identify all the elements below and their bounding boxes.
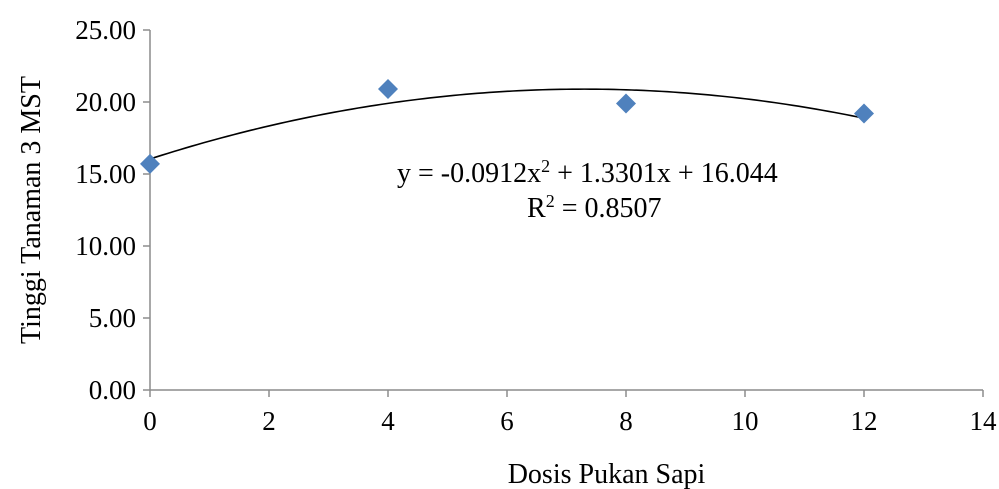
data-point-marker: [616, 93, 636, 114]
y-tick-label: 10.00: [75, 231, 136, 261]
y-axis-title: Tinggi Tanaman 3 MST: [16, 76, 47, 344]
x-tick-label: 8: [619, 406, 633, 436]
r2-rest: = 0.8507: [555, 193, 662, 224]
x-tick-label: 12: [851, 406, 878, 436]
plot-area: 0.00 5.00 10.00 15.00 20.00 25.00 0 2 4 6 8 10 12 14: [75, 15, 997, 436]
equation-main: y = -0.0912x: [397, 158, 541, 189]
x-tick-label: 4: [381, 406, 395, 436]
x-tick-label: 2: [262, 406, 276, 436]
x-tick-label: 0: [143, 406, 157, 436]
y-tick-label: 0.00: [89, 375, 136, 405]
y-tick-label: 20.00: [75, 87, 136, 117]
data-points: [140, 79, 874, 174]
data-point-marker: [140, 153, 160, 174]
data-point-marker: [378, 79, 398, 100]
trendline: [149, 88, 865, 160]
trendline-equation: y = -0.0912x2 + 1.3301x + 16.044: [397, 156, 778, 189]
y-tick-label: 25.00: [75, 15, 136, 45]
x-tick-label: 10: [732, 406, 759, 436]
r-squared-label: R2 = 0.8507: [527, 191, 661, 224]
equation-rest: + 1.3301x + 16.044: [550, 158, 778, 189]
x-axis-title: Dosis Pukan Sapi: [508, 459, 706, 489]
x-tick-label: 6: [500, 406, 514, 436]
r2-main: R: [527, 193, 546, 224]
r2-superscript: 2: [546, 191, 555, 211]
x-ticks: 0 2 4 6 8 10 12 14: [143, 390, 997, 436]
data-point-marker: [854, 103, 874, 124]
y-ticks: 0.00 5.00 10.00 15.00 20.00 25.00: [75, 15, 150, 405]
x-tick-label: 14: [970, 406, 998, 436]
y-tick-label: 15.00: [75, 159, 136, 189]
equation-superscript: 2: [541, 156, 550, 176]
y-tick-label: 5.00: [89, 303, 136, 333]
